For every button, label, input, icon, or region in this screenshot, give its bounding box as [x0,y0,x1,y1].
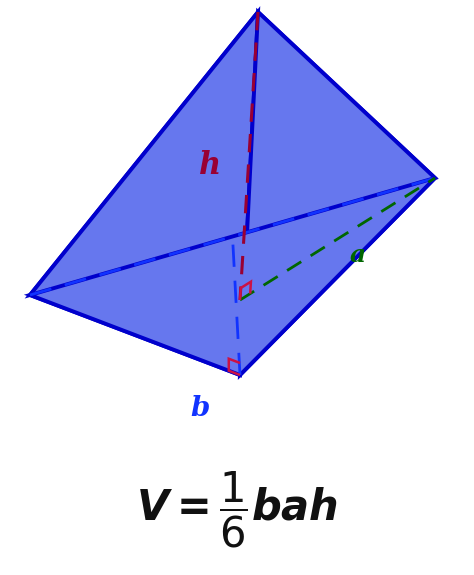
Polygon shape [240,12,435,375]
Polygon shape [30,12,435,295]
Text: b: b [191,394,210,421]
Text: h: h [199,150,221,181]
Text: a: a [350,243,366,267]
Text: $\boldsymbol{V = \dfrac{1}{6}bah}$: $\boldsymbol{V = \dfrac{1}{6}bah}$ [136,470,338,550]
Polygon shape [30,12,258,375]
Polygon shape [30,178,435,375]
